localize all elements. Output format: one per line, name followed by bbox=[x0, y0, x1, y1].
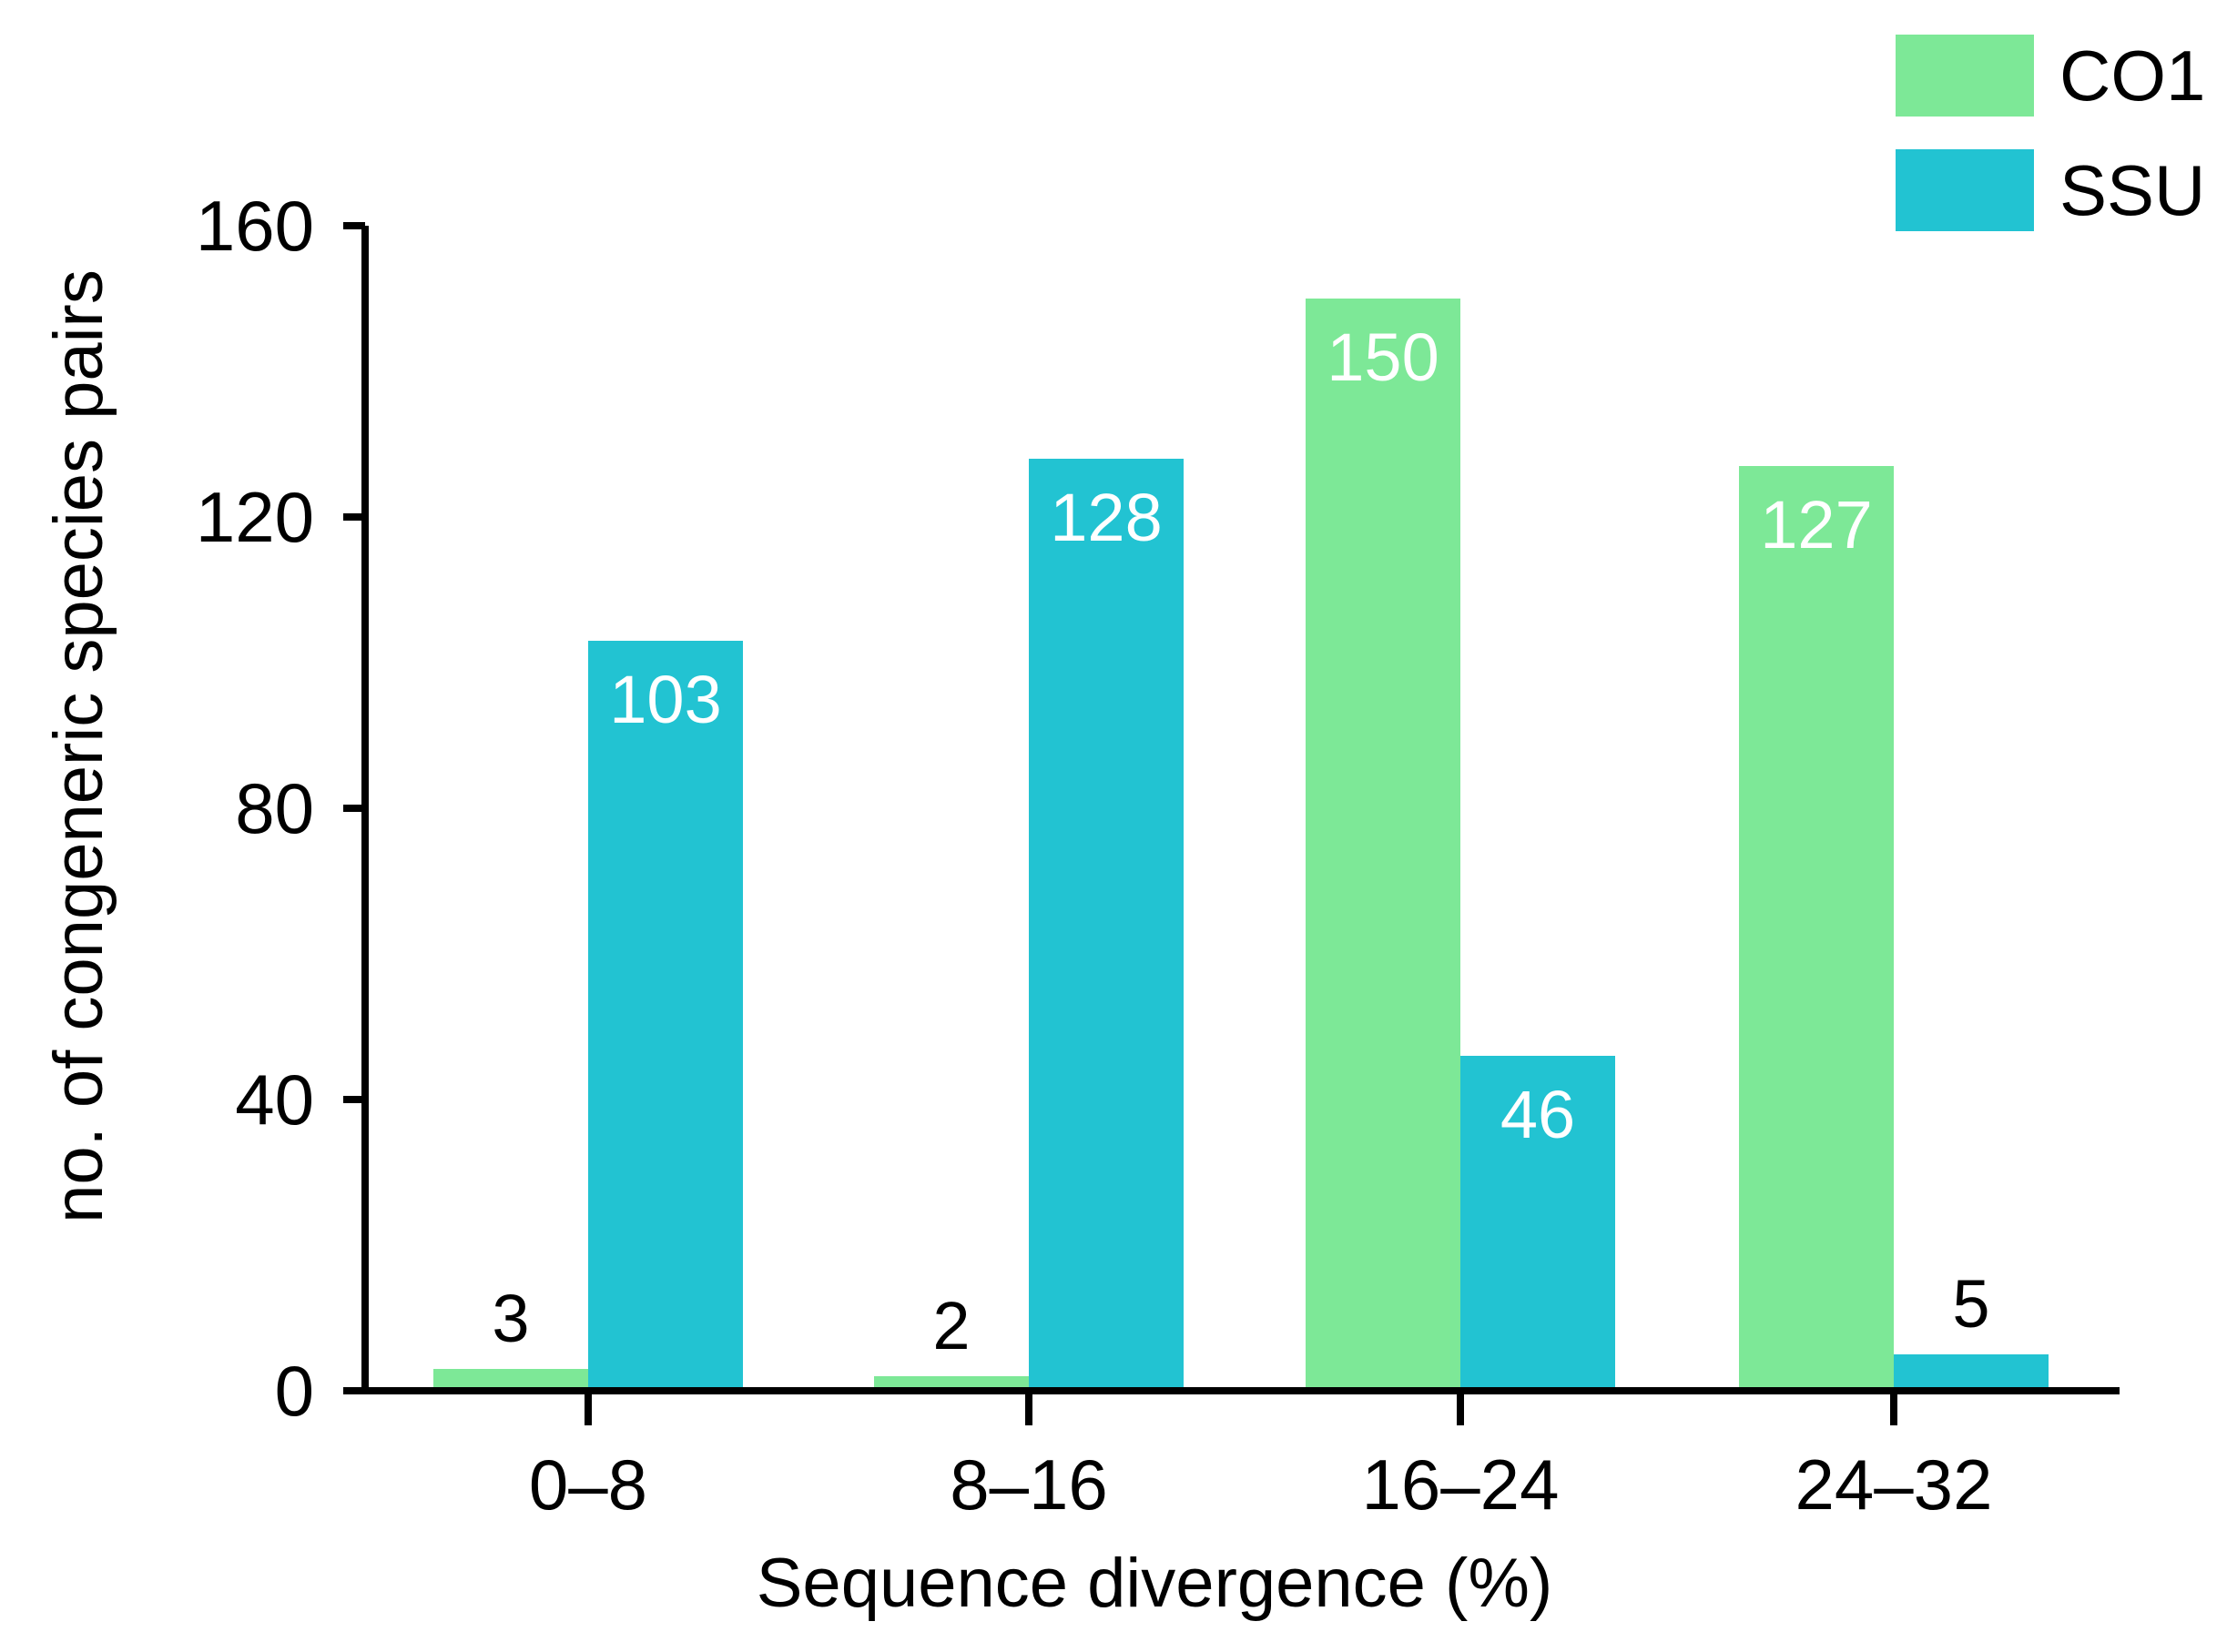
y-tick-label-4: 160 bbox=[196, 186, 314, 266]
bar-co1-2 bbox=[1306, 299, 1460, 1391]
y-tick-label-0: 0 bbox=[275, 1351, 314, 1431]
legend-swatch-co1 bbox=[1896, 35, 2034, 117]
legend-swatch-ssu bbox=[1896, 149, 2034, 231]
bar-ssu-0 bbox=[588, 641, 743, 1391]
x-tick-label-2: 16–24 bbox=[1362, 1444, 1560, 1525]
bar-ssu-3 bbox=[1894, 1354, 2049, 1391]
bars-layer bbox=[433, 299, 2049, 1391]
value-labels: 3 103 2 128 150 46 127 5 bbox=[492, 319, 1989, 1363]
legend-label-co1: CO1 bbox=[2059, 35, 2205, 116]
y-tick-label-2: 80 bbox=[235, 768, 314, 848]
bar-ssu-2 bbox=[1460, 1056, 1615, 1391]
value-label-co1-1: 2 bbox=[932, 1288, 970, 1363]
x-axis-title: Sequence divergence (%) bbox=[757, 1545, 1553, 1622]
value-label-co1-3: 127 bbox=[1760, 487, 1872, 562]
value-label-ssu-1: 128 bbox=[1050, 480, 1162, 555]
value-label-co1-2: 150 bbox=[1327, 319, 1439, 395]
legend-label-ssu: SSU bbox=[2059, 150, 2205, 230]
value-label-ssu-0: 103 bbox=[609, 662, 721, 737]
bar-co1-3 bbox=[1739, 466, 1894, 1391]
legend: CO1 SSU bbox=[1896, 35, 2205, 231]
y-axis-title: no. of congeneric species pairs bbox=[40, 269, 117, 1223]
value-label-ssu-2: 46 bbox=[1500, 1077, 1575, 1152]
x-ticks: 0–8 8–16 16–24 24–32 bbox=[529, 1391, 1993, 1525]
y-tick-label-3: 120 bbox=[196, 477, 314, 557]
x-tick-label-1: 8–16 bbox=[950, 1444, 1108, 1525]
y-tick-label-1: 40 bbox=[235, 1059, 314, 1140]
bar-ssu-1 bbox=[1029, 459, 1184, 1391]
value-label-ssu-3: 5 bbox=[1952, 1266, 1989, 1342]
y-ticks: 0 40 80 120 160 bbox=[196, 186, 365, 1431]
x-tick-label-3: 24–32 bbox=[1795, 1444, 1993, 1525]
x-tick-label-0: 0–8 bbox=[529, 1444, 647, 1525]
value-label-co1-0: 3 bbox=[492, 1281, 529, 1356]
